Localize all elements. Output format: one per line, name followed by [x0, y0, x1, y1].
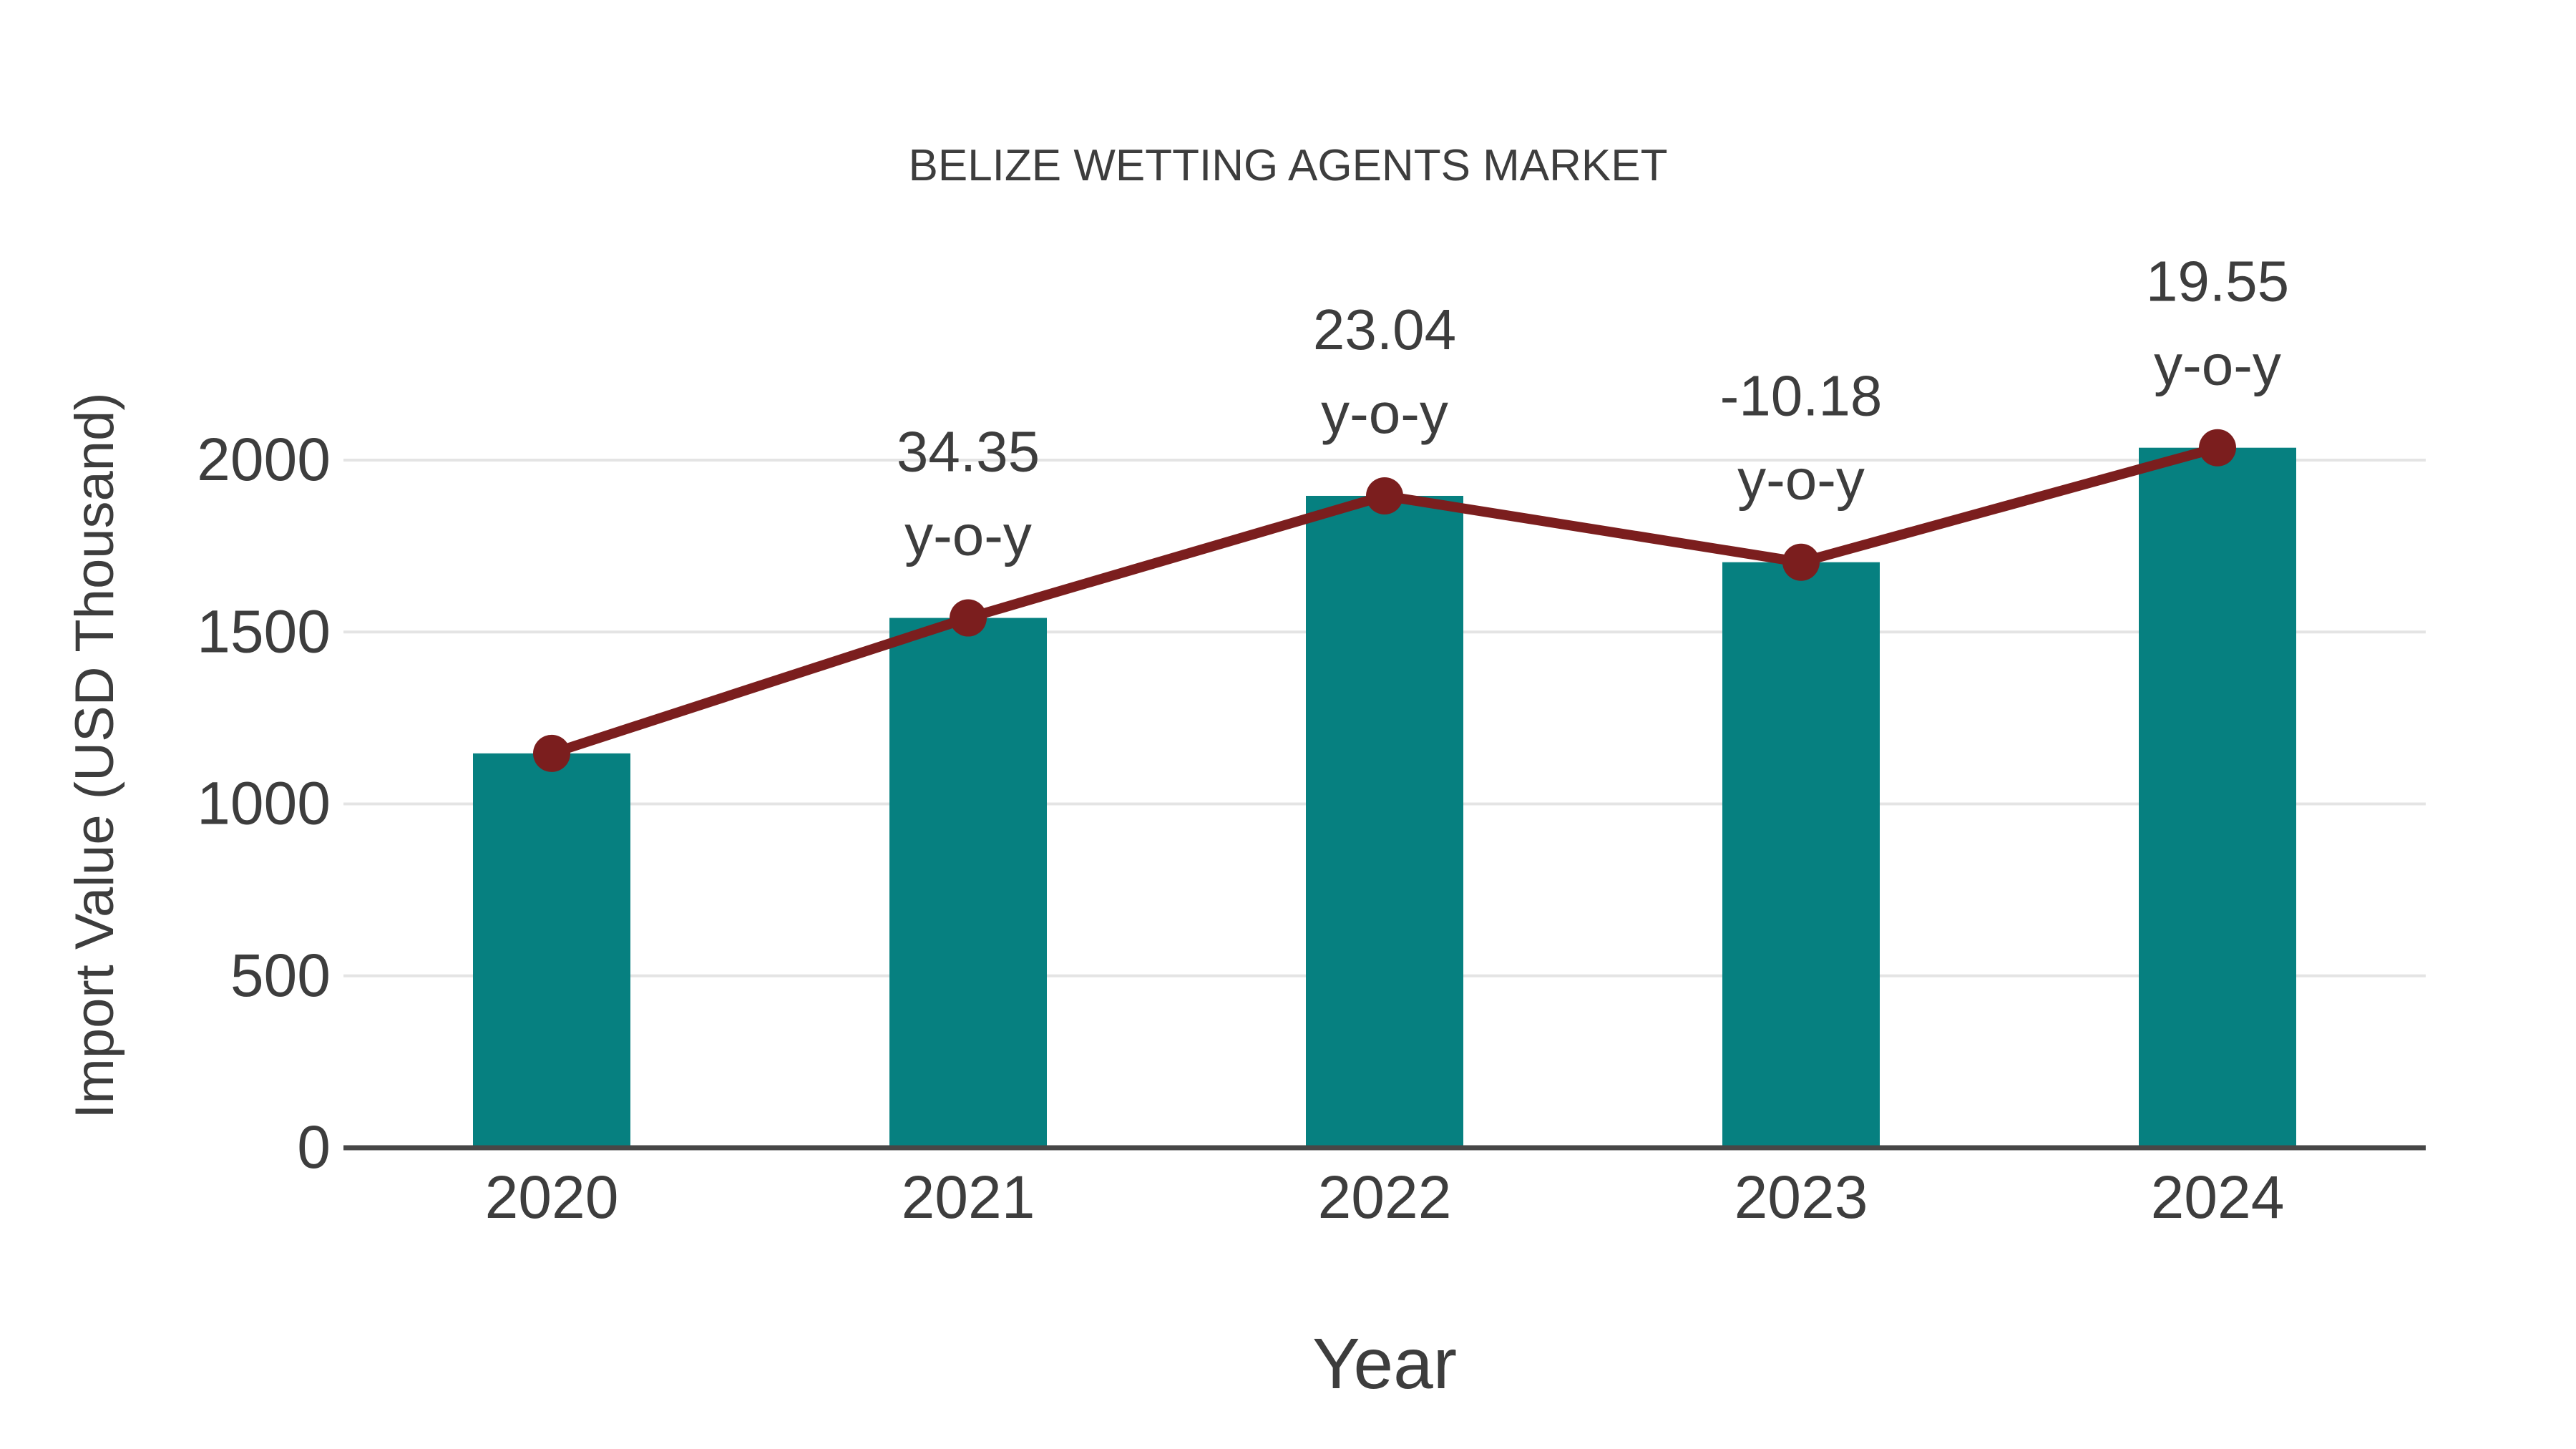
y-tick-label: 2000 — [197, 426, 331, 493]
yoy-value-label: -10.18 — [1720, 364, 1883, 428]
yoy-suffix-label: y-o-y — [1737, 448, 1865, 512]
y-tick-label: 1000 — [197, 770, 331, 837]
x-tick-label: 2023 — [1735, 1163, 1868, 1231]
x-tick-label: 2021 — [902, 1163, 1035, 1231]
yoy-marker — [950, 599, 987, 637]
x-tick-label: 2020 — [485, 1163, 619, 1231]
yoy-suffix-label: y-o-y — [904, 504, 1032, 567]
yoy-marker — [1782, 543, 1820, 581]
bar — [889, 618, 1047, 1148]
bar — [1306, 495, 1463, 1148]
y-tick-label: 0 — [297, 1113, 331, 1181]
y-axis-ticks: 0 500 1000 1500 2000 — [197, 426, 331, 1181]
bar — [1722, 562, 1880, 1148]
y-tick-label: 1500 — [197, 597, 331, 665]
x-tick-label: 2024 — [2151, 1163, 2285, 1231]
chart-title: BELIZE WETTING AGENTS MARKET — [908, 141, 1667, 190]
yoy-suffix-label: y-o-y — [2154, 333, 2281, 397]
yoy-value-label: 23.04 — [1313, 298, 1456, 361]
yoy-value-label: 19.55 — [2146, 250, 2289, 313]
line-series — [533, 429, 2236, 772]
yoy-marker — [2199, 429, 2236, 467]
x-tick-label: 2022 — [1318, 1163, 1452, 1231]
bar — [2139, 447, 2296, 1148]
point-labels: 34.35 y-o-y 23.04 y-o-y -10.18 y-o-y 19.55 y-o-… — [897, 250, 2289, 567]
x-axis-ticks: 2020 2021 2022 2023 2024 — [485, 1163, 2285, 1231]
yoy-marker — [533, 734, 570, 772]
y-axis-label: Import Value (USD Thousand) — [64, 392, 125, 1118]
yoy-suffix-label: y-o-y — [1321, 381, 1448, 445]
y-tick-label: 500 — [230, 942, 331, 1009]
yoy-marker — [1366, 477, 1403, 514]
x-axis-label: Year — [1312, 1324, 1457, 1404]
yoy-value-label: 34.35 — [897, 420, 1040, 484]
bar — [473, 753, 630, 1148]
bar-series — [473, 447, 2296, 1148]
